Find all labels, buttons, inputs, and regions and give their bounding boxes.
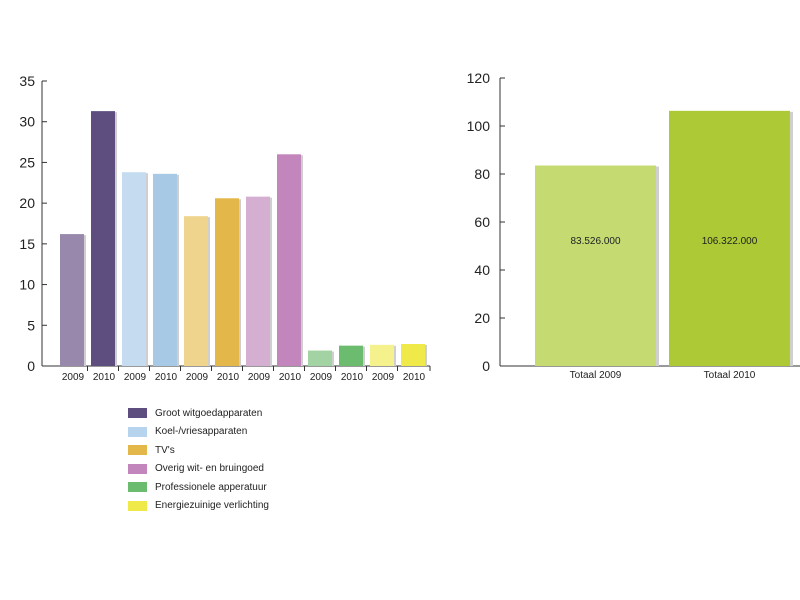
bar-energiezuinige-verlichting-2009 xyxy=(370,344,394,366)
legend-item: TV's xyxy=(128,441,269,460)
y-tick-label: 0 xyxy=(482,358,490,374)
y-tick-label: 25 xyxy=(19,154,35,170)
legend-swatch xyxy=(128,500,147,511)
data-label: 83.526.000 xyxy=(570,236,620,247)
data-label: 106.322.000 xyxy=(702,236,758,247)
y-tick-label: 10 xyxy=(19,277,35,293)
y-tick-label: 100 xyxy=(467,118,491,134)
legend-label: Professionele apperatuur xyxy=(155,481,267,493)
legend-label: Groot witgoedapparaten xyxy=(155,407,263,419)
legend-label: Koel-/vriesapparaten xyxy=(155,426,248,438)
bar-groot-witgoedapparaten-2010 xyxy=(91,111,115,366)
bar-overig-wit-en-bruingoed-2009 xyxy=(246,196,270,366)
x-tick-label: 2009 xyxy=(248,372,271,383)
y-tick-label: 40 xyxy=(474,262,490,278)
y-tick-label: 60 xyxy=(474,214,490,230)
x-tick-label: 2010 xyxy=(217,372,240,383)
legend-label: Energiezuinige verlichting xyxy=(155,500,269,512)
y-tick-label: 0 xyxy=(27,358,35,374)
x-tick-label: 2010 xyxy=(93,372,116,383)
x-tick-label: 2009 xyxy=(310,372,333,383)
x-tick-label: 2010 xyxy=(341,372,364,383)
bar-totaal-2010 xyxy=(669,110,790,366)
y-tick-label: 15 xyxy=(19,236,35,252)
legend-item: Koel-/vriesapparaten xyxy=(128,423,269,442)
bar-overig-wit-en-bruingoed-2010 xyxy=(277,154,301,366)
bar-professionele-apperatuur-2010 xyxy=(339,345,363,366)
bar-tv-s-2009 xyxy=(184,216,208,366)
bar-koel-vriesapparaten-2009 xyxy=(122,172,146,366)
bar-totaal-2009 xyxy=(535,165,656,366)
legend-swatch xyxy=(128,463,147,474)
legend-item: Energiezuinige verlichting xyxy=(128,497,269,516)
x-tick-label: Totaal 2010 xyxy=(704,370,756,381)
legend-swatch xyxy=(128,445,147,456)
x-tick-label: Totaal 2009 xyxy=(570,370,622,381)
bar-professionele-apperatuur-2009 xyxy=(308,350,332,366)
x-tick-label: 2010 xyxy=(155,372,178,383)
bar-groot-witgoedapparaten-2009 xyxy=(60,234,84,366)
legend-swatch xyxy=(128,482,147,493)
legend-label: TV's xyxy=(155,444,175,456)
x-tick-label: 2009 xyxy=(186,372,209,383)
legend-swatch xyxy=(128,408,147,419)
y-tick-label: 5 xyxy=(27,317,35,333)
bar-koel-vriesapparaten-2010 xyxy=(153,173,177,366)
x-tick-label: 2009 xyxy=(62,372,85,383)
x-tick-label: 2009 xyxy=(124,372,147,383)
bar-energiezuinige-verlichting-2010 xyxy=(401,344,425,366)
x-tick-label: 2010 xyxy=(279,372,302,383)
legend-item: Overig wit- en bruingoed xyxy=(128,460,269,479)
y-tick-label: 20 xyxy=(19,195,35,211)
legend-item: Groot witgoedapparaten xyxy=(128,404,269,423)
y-tick-label: 120 xyxy=(467,70,491,86)
bar-tv-s-2010 xyxy=(215,198,239,366)
x-tick-label: 2009 xyxy=(372,372,395,383)
y-tick-label: 30 xyxy=(19,114,35,130)
y-tick-label: 35 xyxy=(19,73,35,89)
x-tick-label: 2010 xyxy=(403,372,426,383)
legend-label: Overig wit- en bruingoed xyxy=(155,463,264,475)
y-tick-label: 80 xyxy=(474,166,490,182)
legend-item: Professionele apperatuur xyxy=(128,478,269,497)
legend-swatch xyxy=(128,426,147,437)
legend: Groot witgoedapparaten Koel-/vriesapparat… xyxy=(128,404,269,515)
y-tick-label: 20 xyxy=(474,310,490,326)
